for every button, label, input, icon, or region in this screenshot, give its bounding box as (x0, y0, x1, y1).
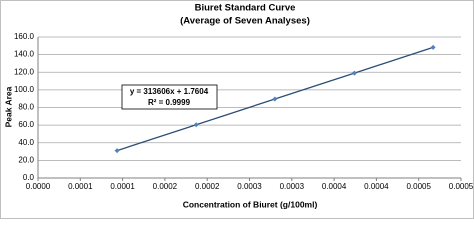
page: Biuret Standard Curve (Average of Seven … (0, 0, 474, 219)
x-tick-label: 0.0005 (449, 182, 474, 191)
x-tick-label: 0.0004 (322, 182, 347, 191)
annotation-box (121, 84, 218, 110)
x-tick-label: 0.0004 (364, 182, 389, 191)
y-tick-label: 0.0 (23, 173, 35, 182)
data-point (430, 44, 436, 50)
data-point (272, 96, 278, 102)
x-tick-label: 0.0003 (237, 182, 262, 191)
data-point (114, 148, 120, 154)
y-axis-title: Peak Area (3, 86, 13, 127)
chart-subtitle: (Average of Seven Analyses) (180, 16, 310, 27)
data-point (193, 122, 199, 128)
data-point (351, 70, 357, 76)
y-tick-label: 40.0 (18, 138, 34, 147)
x-tick-label: 0.0005 (406, 182, 431, 191)
x-tick-label: 0.0002 (153, 182, 178, 191)
x-tick-label: 0.0001 (68, 182, 93, 191)
x-tick-label: 0.0003 (280, 182, 305, 191)
chart: Biuret Standard Curve (Average of Seven … (0, 0, 474, 219)
x-tick-label: 0.0001 (110, 182, 135, 191)
annotation: R² = 0.9999 (148, 98, 191, 107)
y-tick-label: 160.0 (14, 32, 35, 41)
x-tick-label: 0.0000 (26, 182, 51, 191)
y-tick-label: 140.0 (14, 50, 35, 59)
y-tick-label: 80.0 (18, 103, 34, 112)
y-tick-label: 60.0 (18, 120, 34, 129)
y-tick-label: 120.0 (14, 67, 35, 76)
x-tick-label: 0.0002 (195, 182, 220, 191)
x-axis-title: Concentration of Biuret (g/100ml) (183, 199, 318, 209)
y-tick-label: 20.0 (18, 155, 34, 164)
chart-title: Biuret Standard Curve (195, 3, 296, 14)
y-tick-label: 100.0 (14, 85, 35, 94)
annotation: y = 313606x + 1.7604 (130, 87, 209, 96)
